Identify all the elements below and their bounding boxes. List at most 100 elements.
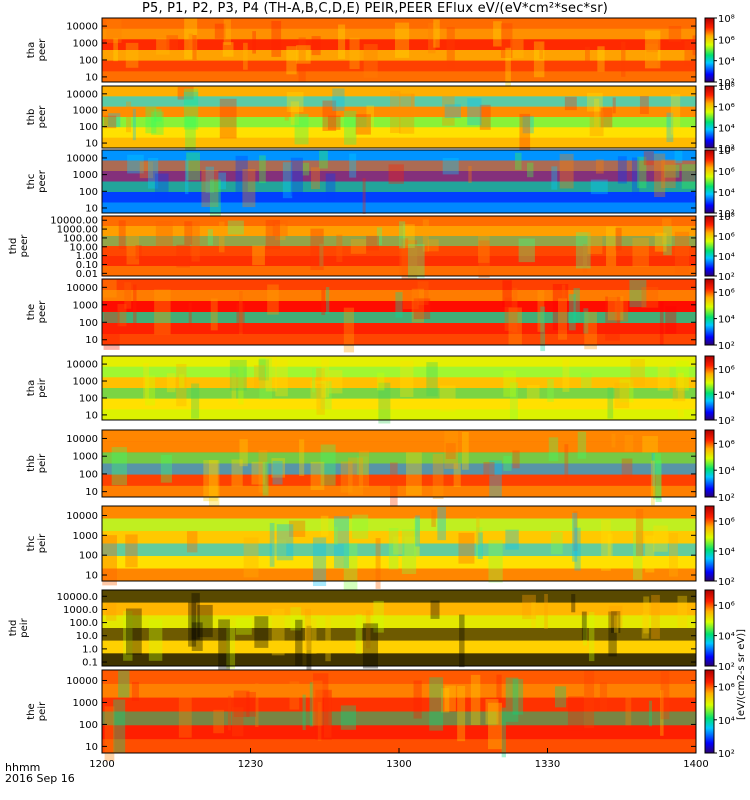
flux-streak xyxy=(590,179,608,195)
flux-streak xyxy=(176,244,190,268)
colorbar-tick-label: 10⁴ xyxy=(718,57,735,68)
colorbar-tick-label: 10² xyxy=(718,493,735,504)
flux-streak xyxy=(269,522,275,567)
flux-streak xyxy=(325,173,336,202)
flux-streak xyxy=(191,622,203,651)
flux-streak xyxy=(267,284,279,315)
flux-streak xyxy=(191,593,200,640)
flux-streak xyxy=(185,115,196,154)
flux-streak xyxy=(502,280,512,308)
flux-streak xyxy=(103,115,117,129)
y-tick-label: 10 xyxy=(85,410,98,421)
y-tick-label: 10000 xyxy=(66,283,98,294)
flux-streak xyxy=(668,26,682,42)
colorbar xyxy=(704,149,715,214)
flux-streak xyxy=(503,370,516,397)
flux-streak xyxy=(677,372,684,418)
y-tick-label: 10 xyxy=(85,203,98,214)
flux-streak xyxy=(258,450,268,493)
flux-streak xyxy=(176,363,187,407)
flux-streak xyxy=(272,460,283,485)
flux-streak xyxy=(401,529,417,574)
y-axis-label: thepeer xyxy=(26,300,48,324)
flux-streak xyxy=(317,701,322,741)
y-tick-label: 1000 xyxy=(73,170,98,181)
y-tick-label: 100 xyxy=(79,318,98,329)
panel-frame xyxy=(101,149,697,214)
flux-streak xyxy=(254,616,269,648)
y-tick-label: 0.10 xyxy=(76,260,98,271)
y-axis-label: thbpeir xyxy=(26,453,48,473)
colorbar-tick-label: 10² xyxy=(718,416,735,427)
y-tick-label: 10 xyxy=(85,487,98,498)
flux-streak xyxy=(229,359,247,391)
colorbar-tick-label: 10⁶ xyxy=(718,167,735,178)
flux-streak xyxy=(219,98,237,139)
flux-streak xyxy=(483,462,495,476)
flux-streak xyxy=(415,515,420,547)
flux-streak xyxy=(304,618,317,654)
energy-band xyxy=(102,216,696,226)
flux-streak xyxy=(670,94,681,135)
flux-streak xyxy=(358,450,370,488)
flux-streak xyxy=(651,453,656,487)
flux-streak xyxy=(666,112,674,143)
colorbar-tick-label: 10⁸ xyxy=(718,146,735,157)
colorbar-tick-label: 10² xyxy=(718,272,735,283)
energy-band xyxy=(102,202,696,213)
flux-streak xyxy=(289,681,300,710)
flux-streak xyxy=(522,115,534,134)
flux-streak xyxy=(614,382,630,409)
flux-streak xyxy=(559,153,574,189)
flux-streak xyxy=(188,602,197,647)
flux-streak xyxy=(286,46,297,75)
flux-streak xyxy=(533,41,545,78)
energy-band xyxy=(102,398,696,410)
flux-streak xyxy=(595,159,604,174)
flux-streak xyxy=(512,678,524,715)
flux-streak xyxy=(605,296,620,341)
time-unit-label: hhmm xyxy=(5,761,41,774)
flux-streak xyxy=(512,287,518,333)
colorbar-tick-label: 10⁸ xyxy=(718,14,735,25)
flux-streak xyxy=(653,525,668,552)
flux-streak xyxy=(271,608,285,656)
flux-streak xyxy=(373,600,384,633)
flux-streak xyxy=(223,19,231,45)
flux-streak xyxy=(564,444,569,484)
flux-streak xyxy=(246,691,256,717)
panel-frame xyxy=(101,429,697,498)
panel-thc-peir: 10 100 1000 10000 thcpeir 10² 10⁴ 10⁶ xyxy=(26,505,735,590)
flux-streak xyxy=(413,517,420,558)
flux-streak xyxy=(457,685,466,742)
flux-streak xyxy=(664,164,680,178)
flux-streak xyxy=(505,529,519,550)
flux-streak xyxy=(503,455,512,471)
flux-streak xyxy=(505,47,511,93)
chart-title: P5, P1, P2, P3, P4 (TH-A,B,C,D,E) PEIR,P… xyxy=(141,1,609,16)
flux-streak xyxy=(637,156,647,189)
y-tick-label: 10000 xyxy=(66,89,98,100)
flux-streak xyxy=(428,22,436,54)
colorbar-tick-label: 10⁴ xyxy=(718,716,735,727)
flux-streak xyxy=(271,458,286,478)
flux-streak xyxy=(608,611,617,657)
flux-streak xyxy=(496,674,502,733)
flux-streak xyxy=(322,100,337,131)
flux-streak xyxy=(641,613,649,639)
energy-band xyxy=(102,602,696,616)
flux-streak xyxy=(231,707,244,737)
flux-streak xyxy=(125,534,138,568)
energy-band xyxy=(102,683,696,698)
y-tick-label: 10000.0 xyxy=(57,592,98,603)
flux-streak xyxy=(663,226,672,256)
flux-streak xyxy=(333,516,349,569)
colorbar-tick-label: 10⁶ xyxy=(718,517,735,528)
flux-streak xyxy=(333,526,338,545)
flux-streak xyxy=(320,381,332,410)
flux-streak xyxy=(573,511,578,552)
x-tick-label: 1330 xyxy=(535,759,560,770)
flux-streak xyxy=(188,33,193,50)
flux-streak xyxy=(417,281,429,305)
colorbar-tick-label: 10⁶ xyxy=(718,683,735,694)
